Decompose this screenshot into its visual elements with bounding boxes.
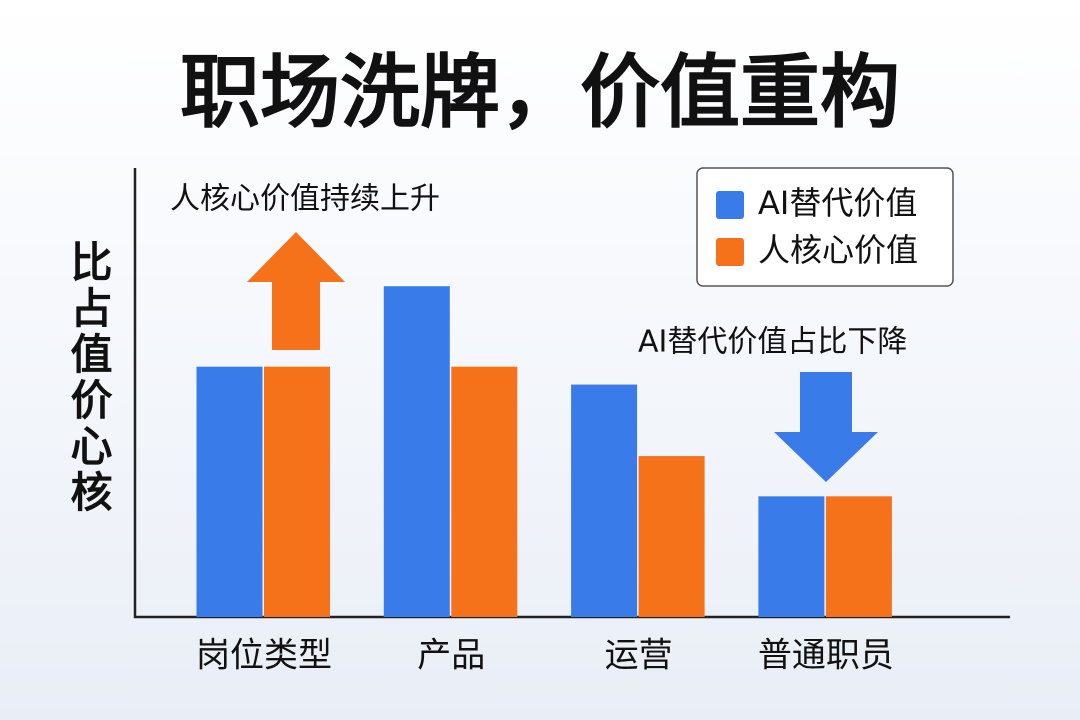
- up-arrow: [247, 232, 345, 350]
- legend-label: 人核心价值: [758, 231, 918, 269]
- legend-swatch: [716, 191, 744, 219]
- bar: [571, 384, 638, 617]
- x-tick-label: 普通职员: [758, 636, 894, 676]
- bar: [825, 496, 892, 617]
- bar: [758, 496, 825, 617]
- x-tick-label: 运营: [605, 636, 673, 676]
- chart-title: 职场洗牌，价值重构: [180, 46, 900, 139]
- x-tick-label: 岗位类型: [196, 636, 332, 676]
- x-tick-label: 产品: [417, 636, 485, 676]
- down-arrow: [774, 372, 878, 482]
- bar: [196, 366, 263, 617]
- legend-label: AI替代价值: [758, 184, 917, 222]
- y-axis-label: 比占值价心核: [64, 240, 113, 516]
- bar: [638, 456, 705, 617]
- bar: [383, 286, 450, 617]
- annotation: 人核心价值持续上升: [170, 182, 440, 217]
- bar: [451, 366, 518, 617]
- legend-box: [696, 167, 954, 287]
- legend-swatch: [716, 238, 744, 266]
- bar: [264, 366, 330, 617]
- annotation: AI替代价值占比下降: [638, 325, 907, 360]
